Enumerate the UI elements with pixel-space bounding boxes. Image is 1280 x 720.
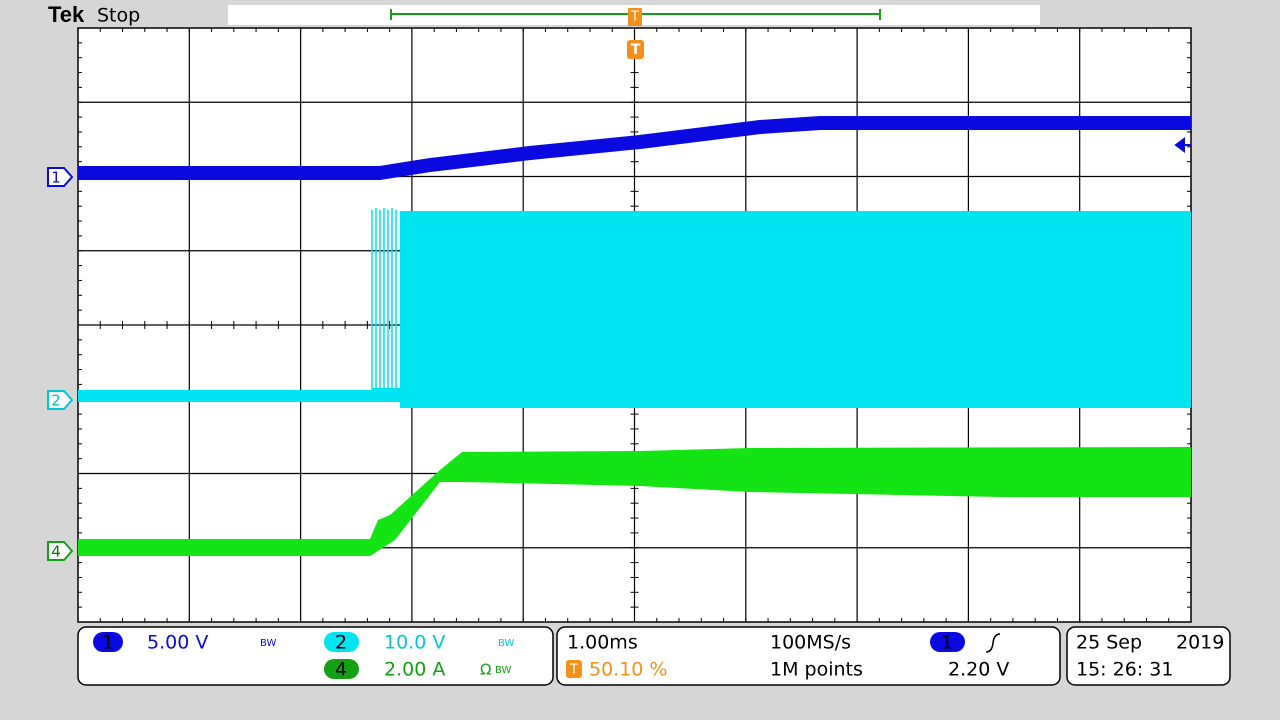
ch2-marker: 2 xyxy=(47,390,74,410)
trigger-icon-label: T xyxy=(569,663,578,678)
ch1-marker-label: 1 xyxy=(51,169,61,187)
trigger-marker xyxy=(627,40,644,59)
ch4-bw: BW xyxy=(495,665,512,676)
ch2-bw: BW xyxy=(498,638,515,649)
ch2-badge-label: 2 xyxy=(335,632,347,654)
trigger-pos-label-top: T xyxy=(630,10,639,25)
year: 2019 xyxy=(1176,632,1224,654)
trigger-source-badge xyxy=(930,632,965,652)
ch1-badge xyxy=(93,632,123,652)
channel-readout xyxy=(77,626,554,686)
trigger-icon xyxy=(566,660,582,678)
ch1-badge-label: 1 xyxy=(102,632,114,654)
trigger-slope-rising xyxy=(985,633,1001,653)
trigger-pos-marker-top xyxy=(628,8,642,26)
trigger-marker-label: T xyxy=(631,42,641,58)
horizontal-scale: 1.00ms xyxy=(567,632,638,654)
ch1-scale: 5.00 V xyxy=(147,632,208,654)
ch4-trace xyxy=(78,447,1191,556)
ch2-scale: 10.0 V xyxy=(384,632,445,654)
ch2-trace xyxy=(78,208,1191,408)
ch2-badge xyxy=(324,632,359,652)
date: 25 Sep xyxy=(1076,632,1142,654)
ch4-badge-label: 4 xyxy=(335,659,347,681)
trigger-source: 1 xyxy=(941,632,953,654)
datetime-readout xyxy=(1066,626,1231,686)
ch4-scale: 2.00 A xyxy=(384,659,445,681)
record-length: 1M points xyxy=(770,659,863,681)
trigger-position: 50.10 % xyxy=(589,659,668,681)
time: 15: 26: 31 xyxy=(1076,659,1173,681)
trigger-level-arrow xyxy=(1174,137,1191,153)
ch4-marker-label: 4 xyxy=(51,543,61,561)
ch4-marker: 4 xyxy=(47,541,74,561)
ch4-impedance: Ω xyxy=(480,661,491,679)
acquisition-status: Stop xyxy=(97,5,140,27)
ch1-trace xyxy=(78,116,1191,180)
brand: Tek xyxy=(48,2,85,27)
ch2-marker-label: 2 xyxy=(51,392,61,410)
sample-rate: 100MS/s xyxy=(770,632,851,654)
ch1-bw: BW xyxy=(260,638,277,649)
ch4-badge xyxy=(324,659,359,679)
trigger-level: 2.20 V xyxy=(948,659,1009,681)
ch1-marker: 1 xyxy=(47,167,74,187)
